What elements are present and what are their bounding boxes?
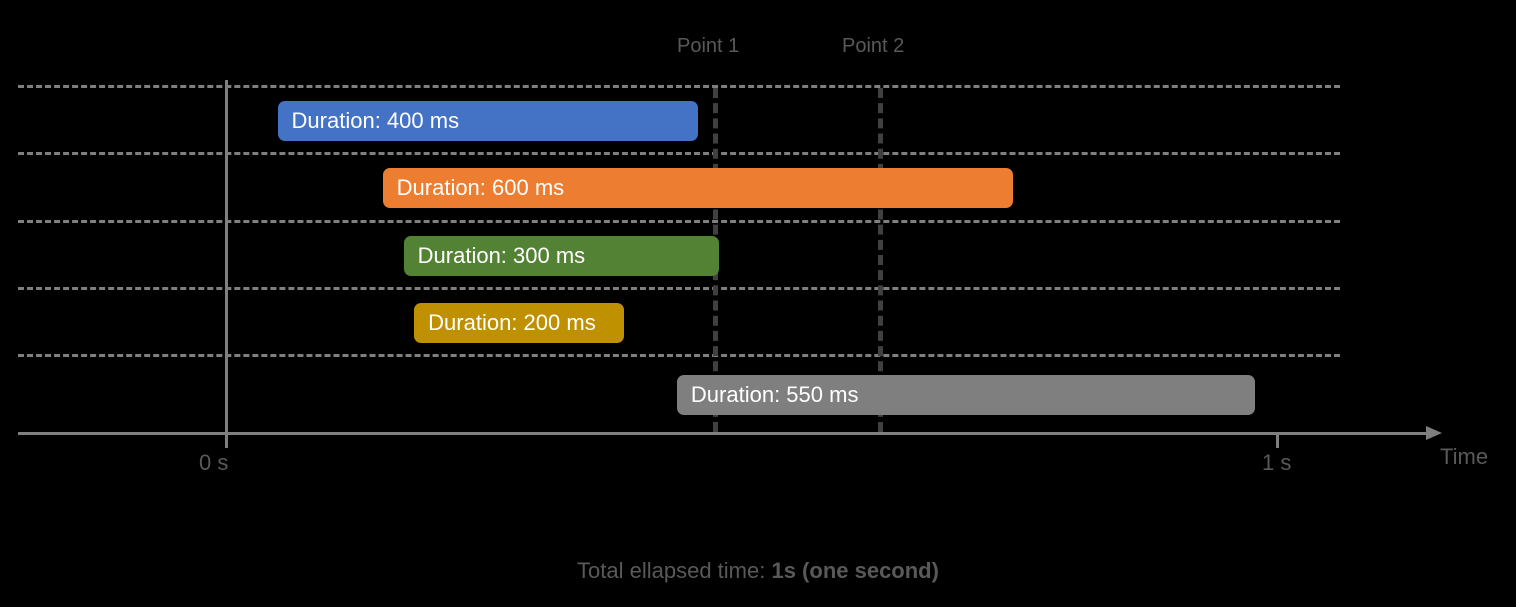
x-axis bbox=[18, 432, 1428, 435]
duration-bar-label: Duration: 600 ms bbox=[397, 175, 565, 201]
x-tick-end-label: 1 s bbox=[1262, 450, 1291, 476]
x-axis-arrow-icon bbox=[1426, 426, 1442, 440]
duration-bar: Duration: 200 ms bbox=[414, 303, 624, 343]
duration-bar: Duration: 400 ms bbox=[278, 101, 698, 141]
row-divider bbox=[18, 287, 1340, 290]
row-divider bbox=[18, 152, 1340, 155]
duration-bar: Duration: 550 ms bbox=[677, 375, 1255, 415]
footer-text: Total ellapsed time: 1s (one second) bbox=[0, 558, 1516, 584]
duration-bar: Duration: 600 ms bbox=[383, 168, 1014, 208]
timeline-chart: Point 1 Point 2 Duration: 400 ms Duration:… bbox=[0, 0, 1516, 607]
duration-bar-label: Duration: 300 ms bbox=[418, 243, 586, 269]
footer-bold: 1s (one second) bbox=[771, 558, 938, 583]
duration-bar: Duration: 300 ms bbox=[404, 236, 719, 276]
row-divider bbox=[18, 354, 1340, 357]
x-tick-start-label: 0 s bbox=[199, 450, 228, 476]
row-divider bbox=[18, 220, 1340, 223]
duration-bar-label: Duration: 200 ms bbox=[428, 310, 596, 336]
x-tick-end bbox=[1276, 432, 1279, 448]
x-tick-start bbox=[225, 432, 228, 448]
footer-prefix: Total ellapsed time: bbox=[577, 558, 771, 583]
row-divider bbox=[18, 85, 1340, 88]
point-label: Point 2 bbox=[842, 35, 904, 58]
x-axis-label: Time bbox=[1440, 444, 1488, 470]
duration-bar-label: Duration: 550 ms bbox=[691, 382, 859, 408]
duration-bar-label: Duration: 400 ms bbox=[292, 108, 460, 134]
point-label: Point 1 bbox=[677, 35, 739, 58]
y-axis bbox=[225, 80, 228, 448]
